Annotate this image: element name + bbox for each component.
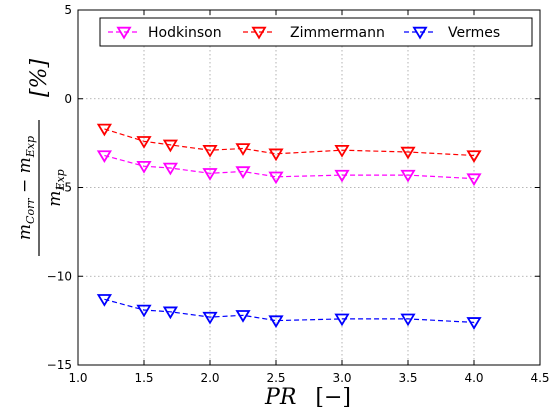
x-axis-label-var: PR [264,385,296,410]
data-point-hodkinson [466,173,482,187]
y-tick-label: −10 [47,269,72,283]
x-tick-label: 2.0 [200,371,219,385]
y-axis-label-numerator: mCorr − mExp [15,136,37,240]
data-point-hodkinson [136,160,152,174]
legend-label-hodkinson: Hodkinson [148,25,222,41]
legend-entry-vermes: Vermes [404,25,500,41]
data-point-vermes [334,313,350,327]
data-point-hodkinson [235,166,251,179]
series-hodkinson [96,150,482,187]
legend-marker-zimmermann [251,26,267,40]
y-axis-label-unit: [%] [27,59,52,97]
legend-entry-hodkinson: Hodkinson [108,25,222,41]
series-vermes [96,294,482,330]
grid-lines [78,10,540,365]
data-point-vermes [96,294,112,307]
x-axis-label-unit: [−] [315,385,351,410]
y-tick-label: 5 [64,3,72,17]
y-axis-label: mCorr − mExp mExp [%] [15,59,67,256]
legend-label-vermes: Vermes [448,25,500,41]
legend: Hodkinson Zimmermann Vermes [99,17,533,47]
series-line-hodkinson [104,154,475,180]
data-point-zimmermann [334,145,350,158]
x-tick-label: 1.0 [68,371,87,385]
data-point-vermes [136,304,152,318]
data-point-hodkinson [202,168,218,181]
data-point-hodkinson [96,150,112,164]
data-point-hodkinson [334,169,350,183]
data-point-hodkinson [268,171,284,185]
data-point-zimmermann [235,143,251,156]
svg-text:PR [−]: PR [−] [264,385,351,410]
data-point-zimmermann [162,139,178,153]
series-zimmermann [96,123,482,164]
ticks: 1.0 1.5 2.0 2.5 3.0 3.5 4.0 4.5 −15 −10 −5 0 5 [47,3,550,385]
data-point-zimmermann [400,146,416,160]
x-tick-label: 3.0 [332,371,351,385]
data-point-vermes [235,310,251,323]
series-layer [96,123,482,330]
x-axis-label: PR [−] [264,385,351,410]
data-point-vermes [400,313,416,327]
x-tick-label: 3.5 [398,371,417,385]
data-point-zimmermann [466,150,482,164]
svg-text:mCorr − mExp: mCorr − mExp [15,136,37,240]
legend-label-zimmermann: Zimmermann [290,25,385,41]
y-tick-label: −5 [54,181,72,195]
series-line-vermes [104,298,475,323]
data-point-hodkinson [400,169,416,183]
data-point-vermes [202,311,218,325]
data-point-hodkinson [162,162,178,176]
data-point-zimmermann [202,145,218,158]
x-tick-label: 4.5 [530,371,549,385]
legend-entry-zimmermann: Zimmermann [243,25,385,41]
series-line-zimmermann [104,128,475,157]
legend-box [99,17,533,47]
data-point-zimmermann [136,136,152,149]
legend-marker-vermes [412,26,428,40]
data-point-vermes [268,315,284,329]
x-tick-label: 1.5 [134,371,153,385]
y-tick-label: 0 [64,92,72,106]
data-point-vermes [162,306,178,320]
y-tick-label: −15 [47,358,72,372]
x-tick-label: 4.0 [464,371,483,385]
data-point-vermes [466,317,482,330]
legend-marker-hodkinson [116,26,132,40]
data-point-zimmermann [96,123,112,137]
y-axis-label-denominator: mExp [45,169,67,206]
data-point-zimmermann [268,148,284,162]
x-tick-label: 2.5 [266,371,285,385]
